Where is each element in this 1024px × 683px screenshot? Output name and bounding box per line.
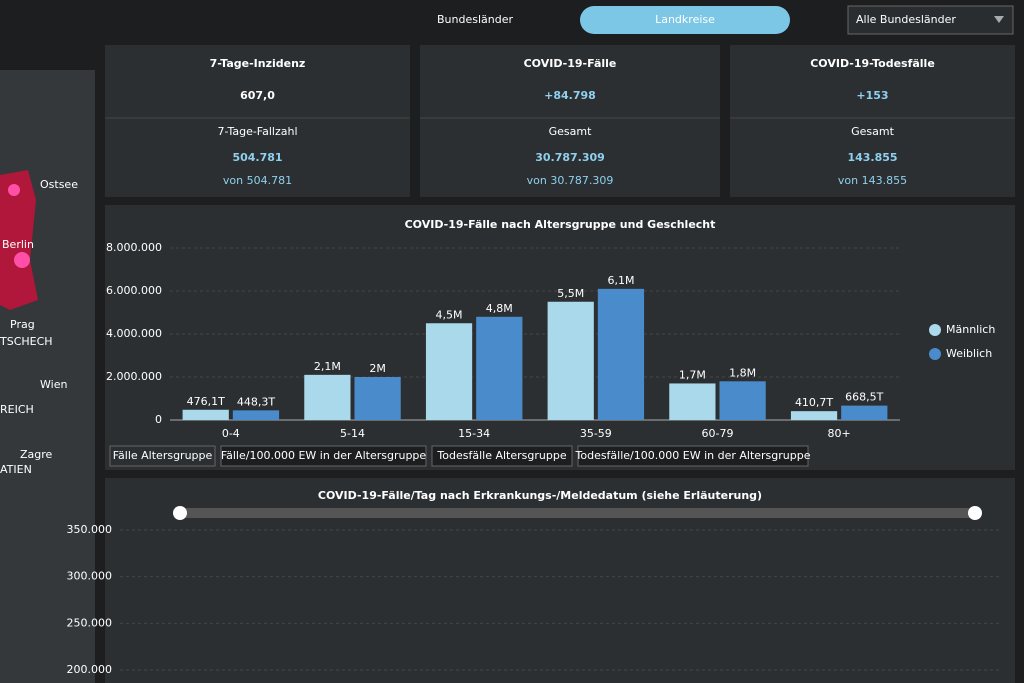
map-hotspot [14, 252, 30, 268]
kpi-sub-note: von 504.781 [223, 174, 292, 187]
legend-swatch [929, 324, 941, 336]
dropdown-label[interactable]: Alle Bundesländer [856, 13, 956, 26]
map-label: Ostsee [40, 178, 78, 191]
value-label: 4,8M [486, 302, 513, 315]
chart-tab-label[interactable]: Todesfälle Altersgruppe [436, 449, 566, 462]
value-label: 5,5M [557, 287, 584, 300]
dropdown-arrow [994, 16, 1004, 23]
bar [547, 301, 594, 420]
slider-handle[interactable] [173, 506, 187, 520]
map-hotspot [8, 184, 20, 196]
bar [182, 409, 229, 420]
map-label: Wien [40, 378, 67, 391]
range-slider[interactable] [180, 508, 980, 518]
y-tick-label: 2.000.000 [106, 370, 162, 383]
x-tick-label: 0-4 [222, 427, 240, 440]
map-label: REICH [0, 403, 34, 416]
value-label: 2,1M [314, 360, 341, 373]
chart-tab-label[interactable]: Fälle Altersgruppe [113, 449, 213, 462]
chart-title: COVID-19-Fälle nach Altersgruppe und Ges… [405, 218, 716, 231]
y-tick-label: 8.000.000 [106, 241, 162, 254]
value-label: 476,1T [187, 395, 225, 408]
kpi-sub-value: 30.787.309 [535, 151, 605, 164]
value-label: 2M [369, 362, 386, 375]
bar [304, 374, 351, 420]
bar [354, 377, 401, 420]
x-tick-label: 60-79 [702, 427, 734, 440]
bar [719, 381, 766, 420]
y-tick-label: 6.000.000 [106, 284, 162, 297]
x-tick-label: 35-59 [580, 427, 612, 440]
y-tick-label: 350.000 [67, 523, 113, 536]
y-tick-label: 200.000 [67, 663, 113, 676]
map-label: Prag [10, 318, 35, 331]
kpi-sub-value: 504.781 [232, 151, 282, 164]
kpi-title: 7-Tage-Inzidenz [210, 57, 306, 70]
kpi-title: COVID-19-Fälle [524, 57, 617, 70]
kpi-card [730, 45, 1015, 197]
bar [425, 323, 473, 420]
chart-tab[interactable] [577, 445, 809, 467]
kpi-card [420, 45, 720, 197]
chart-title: COVID-19-Fälle/Tag nach Erkrankungs-/Mel… [318, 489, 762, 502]
kpi-title: COVID-19-Todesfälle [810, 57, 935, 70]
y-tick-label: 300.000 [67, 570, 113, 583]
tab[interactable]: Bundesländer [437, 13, 513, 26]
kpi-sub-label: Gesamt [549, 125, 592, 138]
slider-handle[interactable] [968, 506, 982, 520]
tab-active[interactable] [580, 6, 790, 34]
value-label: 410,7T [795, 396, 833, 409]
chart-tab[interactable] [431, 445, 573, 467]
y-tick-label: 250.000 [67, 616, 113, 629]
value-label: 448,3T [237, 395, 275, 408]
tab[interactable]: Landkreise [655, 13, 715, 26]
bar [232, 410, 280, 420]
x-tick-label: 80+ [828, 427, 851, 440]
x-tick-label: 15-34 [458, 427, 490, 440]
chart-tab[interactable] [220, 445, 427, 467]
chart-tab[interactable] [109, 445, 216, 467]
map-label: TSCHECH [0, 335, 53, 348]
bar [597, 288, 645, 420]
map-label: ATIEN [0, 463, 32, 476]
value-label: 6,1M [607, 274, 634, 287]
legend-swatch [929, 348, 941, 360]
value-label: 1,7M [679, 368, 706, 381]
bar [669, 383, 716, 420]
bar [841, 405, 888, 420]
legend-label: Weiblich [946, 347, 992, 360]
map-label: Zagre [20, 448, 53, 461]
value-label: 4,5M [436, 308, 463, 321]
kpi-value: +84.798 [544, 89, 596, 102]
bar [790, 411, 838, 420]
kpi-card [105, 45, 410, 197]
chart-tab-label[interactable]: Fälle/100.000 EW in der Altersgruppe [221, 449, 427, 462]
y-tick-label: 0 [155, 413, 162, 426]
kpi-sub-label: 7-Tage-Fallzahl [217, 125, 297, 138]
y-tick-label: 4.000.000 [106, 327, 162, 340]
value-label: 1,8M [729, 366, 756, 379]
kpi-sub-value: 143.855 [847, 151, 897, 164]
dropdown[interactable] [847, 5, 1014, 35]
kpi-sub-label: Gesamt [851, 125, 894, 138]
x-tick-label: 5-14 [340, 427, 365, 440]
kpi-value: +153 [856, 89, 888, 102]
map-label: Berlin [2, 238, 34, 251]
kpi-sub-note: von 30.787.309 [527, 174, 614, 187]
value-label: 668,5T [845, 391, 883, 404]
chart-tab-label[interactable]: Todesfälle/100.000 EW in der Altersgrupp… [575, 449, 811, 462]
map-panel [0, 70, 95, 683]
bar [476, 316, 523, 420]
kpi-sub-note: von 143.855 [838, 174, 907, 187]
legend-label: Männlich [946, 323, 995, 336]
kpi-value: 607,0 [240, 89, 275, 102]
map-region [0, 170, 38, 310]
